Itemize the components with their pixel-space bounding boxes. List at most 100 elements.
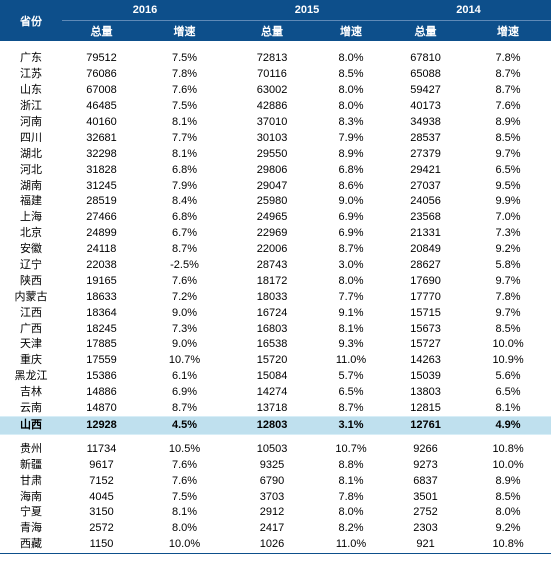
total-2016-cell: 9617 (89, 458, 114, 471)
province-cell: 黑龙江 (14, 370, 48, 383)
total-2016-cell: 67008 (86, 84, 117, 97)
total-2014-cell: 15673 (410, 322, 441, 335)
growth-2014-cell: 8.9% (495, 116, 521, 128)
growth-2014-cell: 10.0% (492, 338, 524, 351)
header-province: 省份 (0, 0, 62, 41)
province-cell: 宁夏 (20, 506, 42, 519)
total-2014-cell: 29421 (410, 163, 441, 176)
growth-2014-cell: 8.7% (495, 68, 521, 81)
growth-2015-cell: 3.1% (316, 416, 387, 436)
table-row: 甘肃 7152 7.6% 6790 8.1% 6837 8.9% (0, 473, 551, 489)
total-2014-cell: 14263 (410, 354, 441, 367)
growth-2015-cell: 6.9% (338, 211, 364, 224)
total-2015-cell: 25980 (256, 195, 288, 208)
header-growth: 增速 (141, 20, 229, 41)
total-2015-cell: 16724 (256, 306, 288, 319)
total-2014-cell: 15727 (410, 338, 441, 351)
growth-2016-cell: 6.1% (171, 370, 198, 383)
province-cell: 湖北 (20, 147, 42, 160)
table-row: 陕西 19165 7.6% 18172 8.0% 17690 9.7% (0, 273, 551, 289)
growth-2015-cell: 8.3% (338, 116, 364, 128)
table-row: 广东 79512 7.5% 72813 8.0% 67810 7.8% (0, 51, 551, 67)
growth-2015-cell: 8.0% (338, 274, 364, 287)
table-row: 安徽 24118 8.7% 22006 8.7% 20849 9.2% (0, 242, 551, 258)
growth-2014-cell: 8.5% (495, 322, 521, 335)
total-2016-cell: 24899 (86, 227, 117, 240)
header-year-2014: 2014 (386, 0, 551, 21)
total-2014-cell: 20849 (410, 243, 441, 256)
total-2016-cell: 14886 (86, 386, 117, 399)
total-2016-cell: 18364 (86, 306, 117, 319)
total-2014-cell: 67810 (410, 52, 441, 65)
total-2014-cell: 6837 (413, 474, 438, 487)
total-2016-cell: 32681 (86, 131, 117, 144)
total-2015-cell: 3703 (259, 490, 285, 503)
growth-2014-cell: 10.0% (492, 458, 524, 471)
growth-2015-cell: 8.5% (338, 68, 364, 81)
province-cell: 西藏 (0, 536, 62, 554)
growth-2016-cell: 8.7% (171, 402, 198, 415)
table-row: 宁夏 3150 8.1% 2912 8.0% 2752 8.0% (0, 505, 551, 521)
growth-2016-cell: 7.5% (171, 52, 198, 65)
total-2014-cell: 15039 (410, 370, 441, 383)
total-2014-cell: 17770 (410, 290, 441, 303)
province-cell: 广东 (20, 52, 42, 65)
total-2016-cell: 32298 (86, 147, 117, 160)
table-row: 天津 17885 9.0% 16538 9.3% 15727 10.0% (0, 337, 551, 353)
growth-2014-cell: 9.7% (495, 306, 521, 319)
total-2014-cell: 27379 (410, 147, 441, 160)
growth-2014-cell: 8.5% (495, 490, 521, 503)
growth-2014-cell: 7.6% (495, 100, 521, 113)
province-cell: 河南 (20, 116, 42, 128)
total-2014-cell: 921 (386, 536, 466, 554)
province-cell: 青海 (20, 522, 42, 535)
table-row: 海南 4045 7.5% 3703 7.8% 3501 8.5% (0, 489, 551, 505)
total-2015-cell: 1026 (228, 536, 317, 554)
table-row: 河南 40160 8.1% 37010 8.3% 34938 8.9% (0, 115, 551, 131)
province-cell: 江苏 (20, 68, 42, 81)
table-row: 上海 27466 6.8% 24965 6.9% 23568 7.0% (0, 210, 551, 226)
growth-2014-cell: 8.5% (495, 131, 521, 144)
table-row: 湖南 31245 7.9% 29047 8.6% 27037 9.5% (0, 178, 551, 194)
table-row: 山东 67008 7.6% 63002 8.0% 59427 8.7% (0, 83, 551, 99)
total-2016-cell: 17559 (86, 354, 117, 367)
growth-2015-cell: 11.0% (316, 536, 387, 554)
growth-2016-cell: 8.0% (171, 522, 198, 535)
total-2015-cell: 30103 (256, 131, 288, 144)
growth-2016-cell: 7.6% (171, 458, 198, 471)
total-2016-cell: 2572 (89, 522, 114, 535)
growth-2016-cell: 6.8% (171, 211, 198, 224)
growth-2016-cell: 7.7% (171, 131, 198, 144)
table-row: 河北 31828 6.8% 29806 6.8% 29421 6.5% (0, 162, 551, 178)
total-2015-cell: 42886 (256, 100, 288, 113)
growth-2014-cell: 7.8% (495, 52, 521, 65)
growth-2016-cell: 8.4% (171, 195, 198, 208)
total-2014-cell: 34938 (410, 116, 441, 128)
growth-2016-cell: 4.5% (141, 416, 229, 436)
growth-2015-cell: 9.3% (338, 338, 364, 351)
province-cell: 浙江 (20, 100, 42, 113)
total-2015-cell: 63002 (256, 84, 288, 97)
total-2016-cell: 22038 (86, 259, 117, 272)
province-cell: 湖南 (20, 179, 42, 192)
total-2016-cell: 1150 (62, 536, 141, 554)
growth-2014-cell: 10.8% (465, 536, 551, 554)
growth-2016-cell: 10.7% (168, 354, 201, 367)
growth-2014-cell: 9.7% (495, 147, 521, 160)
growth-2016-cell: 6.7% (171, 227, 198, 240)
growth-2014-cell: 8.7% (495, 84, 521, 97)
total-2015-cell: 18033 (256, 290, 288, 303)
total-2016-cell: 28519 (86, 195, 117, 208)
total-2015-cell: 6790 (259, 474, 285, 487)
total-2015-cell: 14274 (256, 386, 288, 399)
growth-2015-cell: 10.7% (335, 442, 367, 455)
total-2014-cell: 59427 (410, 84, 441, 97)
total-2016-cell: 40160 (86, 116, 117, 128)
growth-2014-cell: 8.9% (495, 474, 521, 487)
total-2014-cell: 9266 (413, 442, 438, 455)
spacer-row (0, 41, 551, 51)
total-2015-cell: 29806 (256, 163, 288, 176)
header-year-2015: 2015 (228, 0, 387, 21)
table-body: 广东 79512 7.5% 72813 8.0% 67810 7.8% 江苏 76086 7.8%… (0, 41, 551, 554)
table-row: 云南 14870 8.7% 13718 8.7% 12815 8.1% (0, 401, 551, 417)
